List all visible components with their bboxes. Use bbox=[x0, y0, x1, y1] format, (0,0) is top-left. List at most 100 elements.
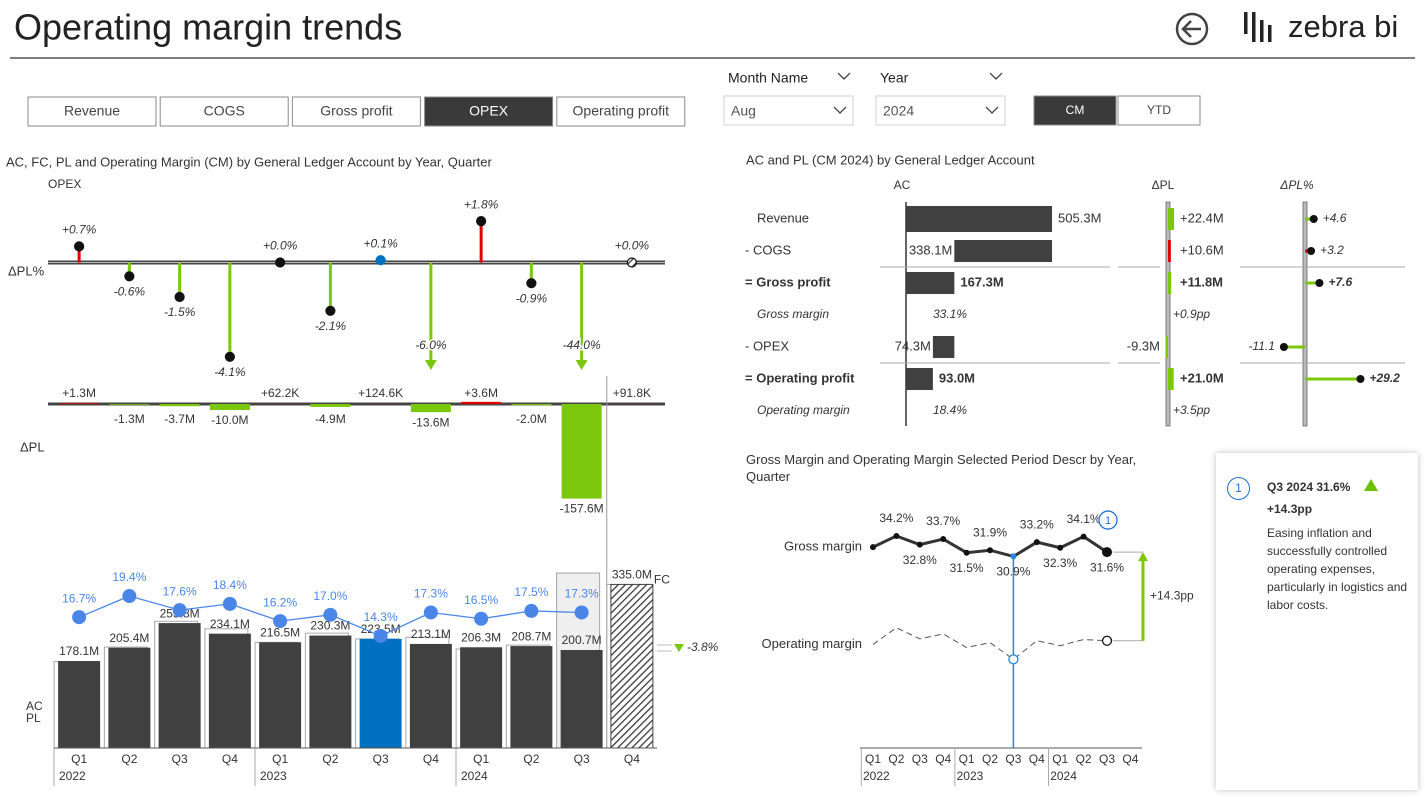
slicer-chevron bbox=[989, 72, 1003, 80]
margin-point bbox=[524, 603, 539, 618]
back-button[interactable] bbox=[1175, 12, 1209, 46]
delta-axis bbox=[1165, 201, 1171, 427]
pin-head bbox=[476, 216, 487, 227]
tab[interactable] bbox=[159, 96, 289, 127]
tab-label[interactable]: Revenue bbox=[64, 103, 120, 119]
tab-label[interactable]: OPEX bbox=[469, 103, 509, 119]
dashed-line bbox=[872, 627, 1108, 660]
bar-label: 335.0M bbox=[612, 568, 652, 582]
margin-label: 19.4% bbox=[112, 570, 146, 584]
pin-head bbox=[325, 305, 336, 316]
x-tick-label: Q2 bbox=[982, 752, 998, 766]
chart-title: Gross Margin and Operating Margin Select… bbox=[746, 452, 1137, 484]
waterfall-bar bbox=[932, 336, 955, 358]
x-tick-label: Q3 bbox=[912, 752, 928, 766]
point bbox=[1033, 539, 1040, 546]
row-label: ΔPL bbox=[20, 439, 45, 454]
delta-bar bbox=[159, 404, 200, 407]
annotation-marker bbox=[1098, 510, 1118, 530]
x-tick-label: Q2 bbox=[121, 752, 137, 766]
point-label: 32.8% bbox=[903, 553, 937, 567]
margin-point bbox=[423, 605, 438, 620]
year-label: 2023 bbox=[260, 769, 287, 783]
delta-label: +3.6M bbox=[464, 386, 498, 400]
toggle-button[interactable] bbox=[1117, 95, 1201, 126]
point bbox=[1057, 544, 1064, 551]
pct-label: +7.6 bbox=[1328, 275, 1352, 289]
year-label: 2022 bbox=[59, 769, 86, 783]
x-tick-label: Q3 bbox=[574, 752, 590, 766]
ac-bar bbox=[460, 647, 503, 748]
tab[interactable] bbox=[556, 96, 686, 127]
ac-bar bbox=[208, 633, 251, 748]
tab-label[interactable]: COGS bbox=[204, 103, 245, 119]
delta-label: +91.8K bbox=[613, 386, 651, 400]
margin-label: 17.5% bbox=[514, 585, 548, 599]
margin-label: 17.6% bbox=[163, 584, 197, 598]
slicer-dropdown[interactable] bbox=[833, 106, 847, 114]
delta-bar bbox=[410, 404, 451, 413]
pct-label: -11.1 bbox=[1248, 339, 1274, 353]
fc-delta-label: -3.8% bbox=[687, 640, 719, 654]
slicer-value[interactable]: 2024 bbox=[883, 103, 914, 119]
delta-bar bbox=[1168, 240, 1171, 262]
delta-label: +1.3M bbox=[62, 386, 96, 400]
margin-point bbox=[222, 596, 237, 611]
pct-label: +3.2 bbox=[1320, 243, 1344, 257]
bar-label: 178.1M bbox=[59, 644, 99, 658]
bar-label: 213.1M bbox=[411, 627, 451, 641]
pin-head bbox=[275, 257, 286, 268]
x-tick-label: Q1 bbox=[473, 752, 489, 766]
delta-label: +22.4M bbox=[1180, 210, 1224, 225]
pct-label: +4.6 bbox=[1323, 211, 1347, 225]
delta-bar bbox=[209, 404, 250, 410]
delta-ratio: +0.9pp bbox=[1173, 307, 1210, 321]
series-label: Gross margin bbox=[784, 539, 862, 554]
column-header: ΔPL% bbox=[1279, 178, 1314, 192]
delta-label: -2.0M bbox=[516, 412, 547, 426]
tab[interactable] bbox=[291, 96, 421, 127]
slicer-value[interactable]: Aug bbox=[731, 103, 756, 119]
x-tick-label: Q4 bbox=[1029, 752, 1045, 766]
pin-overflow bbox=[424, 360, 437, 370]
row-label: ΔPL% bbox=[8, 263, 45, 278]
value-label: 505.3M bbox=[1058, 210, 1101, 225]
margin-point bbox=[122, 589, 137, 604]
comment-text: Easing inflation and successfully contro… bbox=[1267, 526, 1408, 612]
slicer-box[interactable] bbox=[723, 95, 854, 126]
chart-title: AC, FC, PL and Operating Margin (CM) by … bbox=[6, 154, 492, 169]
column-header: AC bbox=[894, 178, 911, 192]
tab[interactable] bbox=[424, 96, 554, 127]
toggle-button[interactable] bbox=[1033, 95, 1117, 126]
point bbox=[1101, 635, 1113, 646]
delta-label: +62.2K bbox=[261, 386, 299, 400]
row-label: - COGS bbox=[745, 242, 792, 257]
x-tick-label: Q2 bbox=[523, 752, 539, 766]
bar-label: 230.3M bbox=[310, 619, 350, 633]
slicer-box[interactable] bbox=[875, 95, 1006, 126]
toggle-label[interactable]: CM bbox=[1066, 103, 1085, 117]
row-label: = Operating profit bbox=[745, 370, 855, 385]
point bbox=[1008, 654, 1019, 665]
tab[interactable] bbox=[27, 96, 157, 127]
point bbox=[870, 544, 876, 551]
pin-label: -4.1% bbox=[214, 365, 246, 379]
pin-label: +1.8% bbox=[464, 197, 499, 211]
slicer-dropdown[interactable] bbox=[985, 106, 999, 114]
point-label: 31.6% bbox=[1090, 560, 1124, 574]
bar-label: 208.7M bbox=[511, 629, 551, 643]
comment-number: 1 bbox=[1227, 477, 1250, 500]
tab-label[interactable]: Gross profit bbox=[320, 103, 392, 119]
x-tick-label: Q1 bbox=[959, 752, 975, 766]
delta-bar bbox=[1165, 336, 1168, 358]
tab-label[interactable]: Operating profit bbox=[573, 103, 670, 119]
toggle-label[interactable]: YTD bbox=[1147, 103, 1171, 117]
delta-label: -157.6M bbox=[560, 502, 604, 516]
point-label: 34.1% bbox=[1067, 512, 1101, 526]
point bbox=[987, 547, 993, 554]
row-label: Revenue bbox=[757, 210, 809, 225]
x-tick-label: Q4 bbox=[935, 752, 951, 766]
delta-label: +10.6M bbox=[1180, 242, 1224, 257]
ac-bar bbox=[510, 646, 553, 748]
